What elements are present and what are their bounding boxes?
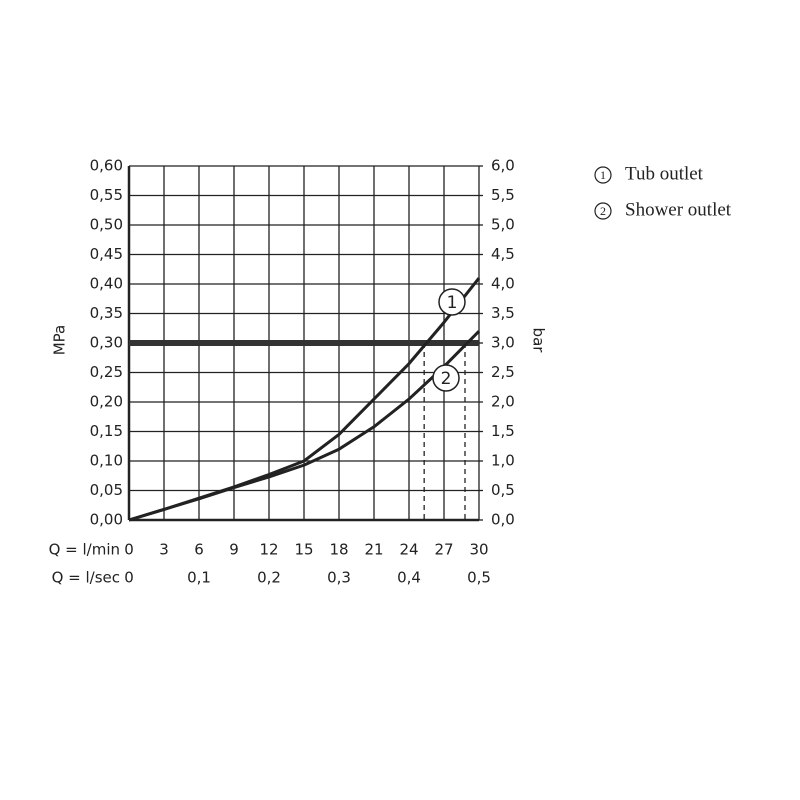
curve-badge (438, 288, 466, 316)
legend: 1 Tub outlet 2 Shower outlet (594, 163, 732, 220)
x2-tick-label: 0,5 (467, 569, 491, 587)
curve-badge (432, 364, 460, 392)
x-tick-label: 9 (229, 541, 239, 559)
x-tick-label: 18 (329, 541, 348, 559)
y2-tick-label: 0,5 (491, 481, 515, 499)
x-tick-label: 30 (469, 541, 488, 559)
y-tick-label: 0,55 (90, 186, 123, 204)
y-tick-label: 0,00 (90, 511, 123, 529)
y-tick-label: 0,05 (90, 481, 123, 499)
y-tick-label: 0,40 (90, 275, 123, 293)
x-tick-label: 3 (159, 541, 169, 559)
y-tick-label: 0,20 (90, 393, 123, 411)
y-tick-label: 0,10 (90, 452, 123, 470)
y2-tick-label: 2,0 (491, 393, 515, 411)
y2-tick-label: 3,0 (491, 334, 515, 352)
y2-tick-label: 1,5 (491, 422, 515, 440)
x-tick-label: 27 (434, 541, 453, 559)
y-tick-label: 0,15 (90, 422, 123, 440)
legend-label: Tub outlet (625, 163, 704, 184)
y2-tick-label: 4,0 (491, 275, 515, 293)
x2-tick-label: 0,3 (327, 569, 351, 587)
legend-badge-label: 1 (600, 168, 606, 182)
y-tick-label: 0,50 (90, 216, 123, 234)
y2-tick-label: 4,5 (491, 245, 515, 263)
y2-axis-label: bar (530, 328, 548, 354)
x2-tick-label: 0,4 (397, 569, 421, 587)
y2-tick-label: 3,5 (491, 304, 515, 322)
x-tick-label: 21 (364, 541, 383, 559)
legend-badge-label: 2 (600, 204, 606, 218)
x2-axis-label: Q = l/sec (52, 569, 120, 587)
curve-badge-label: 1 (447, 293, 458, 313)
y2-tick-label: 1,0 (491, 452, 515, 470)
x2-tick-label: 0,2 (257, 569, 281, 587)
curve-badge-label: 2 (441, 369, 452, 389)
y2-tick-label: 2,5 (491, 363, 515, 381)
y-tick-label: 0,60 (90, 157, 123, 175)
legend-badge (594, 166, 612, 184)
x-tick-label: 24 (399, 541, 418, 559)
x2-tick-label: 0,1 (187, 569, 211, 587)
y-tick-label: 0,45 (90, 245, 123, 263)
y-tick-label: 0,25 (90, 363, 123, 381)
x-axis-label: Q = l/min (49, 541, 120, 559)
legend-badge (594, 202, 612, 220)
x-tick-label: 0 (124, 541, 134, 559)
legend-label: Shower outlet (625, 199, 732, 220)
y-tick-label: 0,30 (90, 334, 123, 352)
y2-tick-label: 5,5 (491, 186, 515, 204)
y2-tick-label: 0,0 (491, 511, 515, 529)
x-tick-label: 15 (294, 541, 313, 559)
series-line (128, 330, 481, 522)
x-tick-label: 12 (259, 541, 278, 559)
y2-tick-label: 6,0 (491, 157, 515, 175)
x-tick-label: 6 (194, 541, 204, 559)
y-axis-label: MPa (51, 325, 69, 356)
y2-tick-label: 5,0 (491, 216, 515, 234)
y-tick-label: 0,35 (90, 304, 123, 322)
x2-tick-label: 0 (124, 569, 134, 587)
